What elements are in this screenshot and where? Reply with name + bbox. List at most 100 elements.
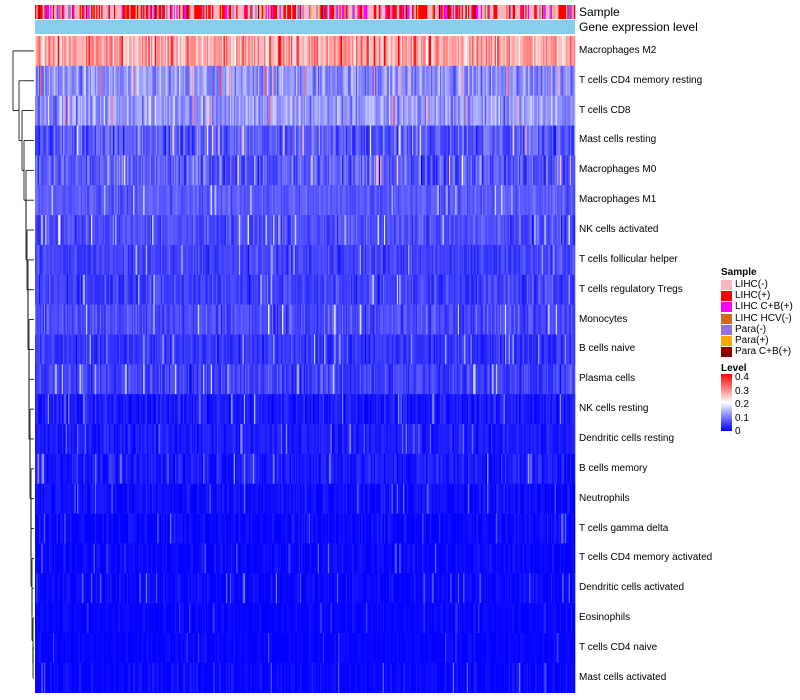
heatmap-cell	[94, 36, 97, 67]
heatmap-cell	[97, 36, 99, 67]
heatmap-cell	[339, 274, 341, 305]
heatmap-cell	[60, 95, 63, 126]
heatmap-cell	[301, 125, 303, 156]
heatmap-cell	[273, 95, 275, 126]
heatmap-cell	[127, 215, 130, 246]
heatmap-cell	[405, 304, 408, 335]
heatmap-cell	[433, 125, 436, 156]
heatmap-cell	[297, 304, 299, 335]
heatmap-cell	[301, 65, 303, 96]
heatmap-cell	[427, 304, 429, 335]
heatmap-cell	[357, 155, 359, 186]
heatmap-cell	[134, 125, 136, 156]
heatmap-cell	[185, 125, 187, 156]
heatmap-cell	[161, 244, 163, 276]
heatmap-cell	[139, 155, 142, 186]
heatmap-cell	[242, 65, 245, 96]
heatmap-cell	[293, 185, 296, 216]
heatmap-cell	[352, 215, 354, 246]
sample-annotation-cell	[414, 5, 417, 19]
heatmap-cell	[457, 95, 460, 126]
heatmap-cell	[364, 36, 367, 67]
heatmap-cell	[42, 125, 45, 156]
heatmap-cell	[259, 215, 261, 246]
heatmap-cell	[526, 95, 529, 126]
heatmap-cell	[417, 36, 419, 67]
heatmap-cell	[488, 65, 490, 96]
heatmap-cell	[55, 304, 57, 335]
heatmap-cell	[385, 304, 387, 335]
heatmap-cell	[83, 95, 85, 126]
heatmap-cell	[94, 95, 97, 126]
heatmap-cell	[234, 95, 237, 126]
heatmap-cell	[326, 215, 329, 246]
heatmap-cell	[348, 215, 350, 246]
heatmap-cell	[428, 215, 431, 246]
heatmap-cell	[457, 185, 460, 216]
heatmap-cell	[504, 244, 507, 276]
heatmap-cell	[431, 125, 433, 156]
heatmap-cell	[522, 304, 525, 335]
sample-annotation-cell	[116, 5, 119, 19]
heatmap-cell	[380, 65, 382, 96]
heatmap-cell	[387, 215, 390, 246]
heatmap-cell	[218, 185, 220, 216]
heatmap-cell	[385, 36, 387, 67]
heatmap-cell	[228, 304, 231, 335]
heatmap-cell	[541, 125, 544, 156]
heatmap-cell	[63, 304, 65, 335]
heatmap-cell	[440, 36, 442, 67]
heatmap-cell	[144, 65, 147, 96]
heatmap-cell	[43, 95, 46, 126]
heatmap-cell	[510, 125, 512, 156]
heatmap-cell	[112, 155, 115, 186]
heatmap-cell	[182, 304, 185, 335]
heatmap-cell	[433, 244, 436, 276]
heatmap-cell	[88, 95, 91, 126]
heatmap-cell	[454, 36, 456, 67]
heatmap-cell	[37, 125, 40, 156]
heatmap-cell	[113, 215, 116, 246]
heatmap-cell	[522, 155, 525, 186]
heatmap-cell	[427, 65, 429, 96]
heatmap-cell	[338, 36, 340, 67]
heatmap-cell	[464, 274, 466, 305]
heatmap-cell	[438, 155, 441, 186]
heatmap-cell	[515, 95, 517, 126]
sample-annotation-cell	[563, 5, 566, 19]
heatmap-cell	[182, 215, 185, 246]
heatmap-cell	[493, 65, 496, 96]
heatmap-cell	[563, 125, 566, 156]
heatmap-cell	[254, 215, 256, 246]
heatmap-cell	[353, 185, 355, 216]
heatmap-cell	[417, 304, 419, 335]
heatmap-cell	[232, 304, 234, 335]
heatmap-cell	[232, 125, 234, 156]
heatmap-cell	[403, 36, 405, 67]
heatmap-cell	[93, 36, 96, 67]
heatmap-cell	[484, 155, 487, 186]
heatmap-cell	[480, 215, 483, 246]
heatmap-cell	[259, 274, 261, 305]
heatmap-cell	[470, 304, 473, 335]
heatmap-cell	[476, 125, 479, 156]
heatmap-cell	[78, 304, 80, 335]
heatmap-cell	[546, 274, 549, 305]
sample-annotation-cell	[442, 5, 445, 19]
heatmap-cell	[246, 185, 248, 216]
heatmap-cell	[265, 65, 268, 96]
heatmap-cell	[479, 65, 482, 96]
heatmap-cell	[411, 215, 414, 246]
heatmap-cell	[113, 185, 116, 216]
heatmap-cell	[385, 155, 387, 186]
heatmap-cell	[296, 65, 298, 96]
heatmap-cell	[419, 185, 422, 216]
sample-annotation-cell	[101, 5, 103, 19]
heatmap-cell	[469, 215, 471, 246]
heatmap-cell	[405, 36, 408, 67]
heatmap-cell	[489, 274, 492, 305]
heatmap-cell	[440, 95, 442, 126]
sample-annotation-cell	[418, 5, 420, 19]
heatmap-cell	[187, 65, 190, 96]
heatmap-cell	[410, 274, 413, 305]
